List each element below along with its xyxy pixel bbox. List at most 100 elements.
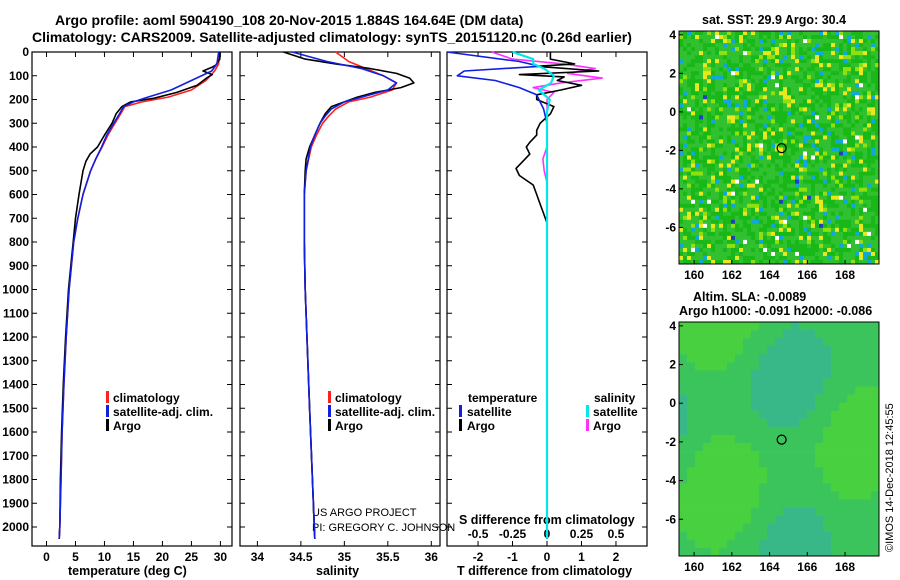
heatmap-cell <box>703 231 708 237</box>
heatmap-cell <box>867 51 872 56</box>
heatmap-cell <box>871 251 876 257</box>
heatmap-cell <box>783 211 788 217</box>
heatmap-cell <box>707 47 712 52</box>
heatmap-cell <box>679 386 688 395</box>
heatmap-cell <box>687 199 692 205</box>
heatmap-cell <box>735 35 740 40</box>
heatmap-cell <box>851 171 856 176</box>
heatmap-cell <box>839 507 848 516</box>
heatmap-cell <box>839 539 848 549</box>
heatmap-cell <box>707 239 712 245</box>
heatmap-cell <box>747 203 752 209</box>
heatmap-cell <box>863 131 868 136</box>
heatmap-cell <box>863 39 868 44</box>
heatmap-cell <box>859 255 864 261</box>
heatmap-cell <box>799 227 804 233</box>
heatmap-cell <box>695 354 704 363</box>
heatmap-cell <box>679 547 688 557</box>
heatmap-cell <box>827 167 832 172</box>
heatmap-cell <box>863 467 872 476</box>
heatmap-cell <box>779 83 784 88</box>
heatmap-cell <box>711 211 716 217</box>
heatmap-cell <box>783 111 788 116</box>
heatmap-cell <box>755 83 760 88</box>
heatmap-cell <box>795 219 800 225</box>
heatmap-cell <box>819 91 824 96</box>
heatmap-cell <box>683 135 688 140</box>
heatmap-cell <box>711 259 716 265</box>
heatmap-cell <box>807 135 812 140</box>
heatmap-cell <box>827 155 832 160</box>
heatmap-cell <box>691 239 696 245</box>
heatmap-cell <box>707 159 712 164</box>
heatmap-cell <box>823 211 828 217</box>
heatmap-cell <box>799 255 804 261</box>
heatmap-cell <box>775 79 780 84</box>
heatmap-cell <box>695 135 700 140</box>
heatmap-cell <box>827 63 832 68</box>
heatmap-cell <box>691 91 696 96</box>
heatmap-cell <box>719 507 728 516</box>
heatmap-cell <box>763 171 768 176</box>
heatmap-cell <box>719 95 724 100</box>
heatmap-cell <box>839 95 844 100</box>
heatmap-cell <box>771 195 776 201</box>
heatmap-cell <box>719 47 724 52</box>
heatmap-cell <box>771 167 776 172</box>
heatmap-cell <box>687 139 692 144</box>
heatmap-cell <box>767 211 772 217</box>
heatmap-cell <box>863 475 872 484</box>
heatmap-cell <box>871 322 880 331</box>
heatmap-cell <box>703 47 708 52</box>
chart-marks: 0100200300400500600700800900100011001200… <box>2 28 855 574</box>
heatmap-cell <box>783 151 788 156</box>
heatmap-cell <box>847 338 856 347</box>
heatmap-cell <box>847 171 852 176</box>
heatmap-cell <box>863 99 868 104</box>
heatmap-cell <box>815 187 820 192</box>
heatmap-cell <box>687 79 692 84</box>
heatmap-cell <box>803 111 808 116</box>
heatmap-cell <box>799 63 804 68</box>
heatmap-cell <box>695 131 700 136</box>
heatmap-cell <box>831 99 836 104</box>
difference-xlabel: T difference from climatology <box>457 564 632 578</box>
heatmap-cell <box>807 39 812 44</box>
heatmap-cell <box>815 235 820 241</box>
heatmap-cell <box>771 223 776 229</box>
heatmap-cell <box>795 115 800 120</box>
heatmap-cell <box>719 63 724 68</box>
heatmap-cell <box>843 255 848 261</box>
heatmap-cell <box>855 107 860 112</box>
heatmap-cell <box>767 139 772 144</box>
heatmap-cell <box>731 195 736 201</box>
heatmap-cell <box>823 155 828 160</box>
heatmap-cell <box>767 191 772 197</box>
heatmap-cell <box>735 59 740 64</box>
heatmap-cell <box>791 87 796 92</box>
heatmap-cell <box>711 539 720 549</box>
heatmap-cell <box>743 83 748 88</box>
heatmap-cell <box>735 39 740 44</box>
heatmap-cell <box>863 338 872 347</box>
heatmap-cell <box>787 163 792 168</box>
heatmap-cell <box>679 219 684 225</box>
sst-map-heatmap <box>679 31 880 265</box>
heatmap-cell <box>815 79 820 84</box>
heatmap-cell <box>751 243 756 249</box>
heatmap-cell <box>767 167 772 172</box>
heatmap-cell <box>719 219 724 225</box>
heatmap-cell <box>735 531 744 541</box>
heatmap-cell <box>695 87 700 92</box>
heatmap-cell <box>719 426 728 436</box>
heatmap-cell <box>779 203 784 209</box>
heatmap-cell <box>807 459 816 468</box>
heatmap-cell <box>859 123 864 128</box>
heatmap-cell <box>871 199 876 205</box>
heatmap-cell <box>831 499 840 508</box>
heatmap-cell <box>751 227 756 233</box>
heatmap-cell <box>747 87 752 92</box>
heatmap-cell <box>695 523 704 533</box>
heatmap-cell <box>775 330 784 339</box>
heatmap-cell <box>707 147 712 152</box>
